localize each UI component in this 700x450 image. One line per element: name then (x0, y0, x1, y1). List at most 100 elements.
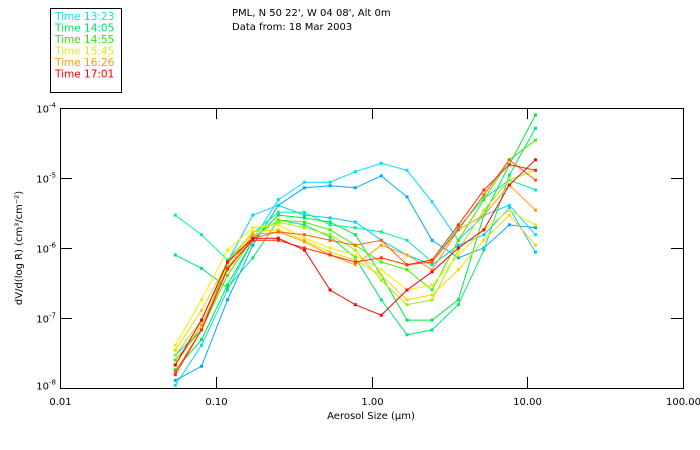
data-point (173, 343, 177, 347)
data-point (456, 228, 460, 232)
series-14 (173, 158, 537, 367)
data-point (482, 248, 486, 252)
data-point (200, 318, 203, 322)
data-point (405, 253, 409, 257)
data-point (430, 270, 434, 274)
data-point (328, 253, 332, 257)
data-point (276, 220, 280, 224)
data-point (430, 260, 434, 264)
data-point (226, 263, 229, 267)
data-point (456, 243, 460, 247)
data-point (430, 200, 434, 204)
data-point (226, 260, 229, 264)
data-point (456, 298, 460, 302)
data-point (173, 358, 177, 362)
data-point (534, 138, 537, 142)
x-tick-label: 100.00 (666, 397, 700, 408)
chart-subtitle: Data from: 18 Mar 2003 (232, 22, 352, 33)
x-tick-label: 10.00 (513, 397, 542, 408)
data-point (251, 230, 255, 234)
data-point (379, 174, 383, 178)
data-point (456, 303, 460, 307)
data-point (507, 223, 511, 227)
data-point (353, 220, 357, 224)
y-tick-base: 10 (36, 175, 49, 186)
legend-box (50, 8, 122, 93)
data-point (328, 233, 332, 237)
data-point (302, 210, 306, 214)
data-point (276, 210, 280, 214)
data-point (353, 263, 357, 267)
data-point (226, 258, 229, 262)
x-tick-label: 1.00 (361, 397, 383, 408)
data-point (405, 168, 409, 172)
data-point (251, 256, 255, 260)
y-tick-label: 10-4 (36, 102, 56, 116)
data-point (405, 268, 409, 272)
data-point (173, 378, 177, 382)
data-point (173, 383, 177, 387)
data-point (226, 298, 229, 302)
data-point (173, 213, 177, 217)
data-point (302, 180, 306, 184)
data-point (328, 223, 332, 227)
data-point (482, 208, 486, 212)
data-point (302, 216, 306, 220)
data-point (534, 223, 537, 227)
data-point (405, 263, 409, 267)
data-point (276, 203, 280, 207)
y-axis-label: dV/d(log R) (cm³/cm⁻²) (14, 191, 25, 305)
data-point (302, 233, 306, 237)
data-point (302, 223, 306, 227)
data-point (534, 226, 537, 230)
series-2 (173, 174, 537, 382)
data-point (276, 218, 280, 222)
data-point (430, 298, 434, 302)
data-point (276, 213, 280, 217)
data-point (430, 263, 434, 267)
data-point (405, 288, 409, 292)
data-point (173, 363, 177, 367)
y-tick-base: 10 (36, 315, 49, 326)
data-point (379, 313, 383, 317)
data-point (226, 283, 229, 287)
data-point (456, 268, 460, 272)
data-point (456, 253, 460, 257)
data-point (328, 216, 332, 220)
data-point (328, 288, 332, 292)
y-tick-label: 10-7 (36, 312, 56, 326)
data-point (328, 228, 332, 232)
data-point (353, 303, 357, 307)
data-point (200, 338, 203, 342)
data-point (173, 253, 177, 257)
data-point (507, 213, 511, 217)
data-point (276, 223, 280, 227)
data-point (200, 308, 203, 312)
y-tick-exponent: -6 (49, 242, 57, 250)
y-tick-base: 10 (36, 382, 49, 393)
data-point (482, 233, 486, 237)
data-point (430, 318, 434, 322)
data-point (430, 328, 434, 332)
data-point (534, 168, 537, 172)
data-point (353, 260, 357, 264)
data-point (534, 208, 537, 212)
legend-entry: Time 16:26 (54, 57, 115, 69)
data-point (430, 268, 434, 272)
data-point (507, 173, 511, 177)
data-point (482, 198, 486, 202)
data-point (226, 273, 229, 277)
data-point (328, 220, 332, 224)
data-point (379, 278, 383, 282)
data-point (328, 246, 332, 250)
data-point (226, 288, 229, 292)
data-point (482, 193, 486, 197)
data-point (173, 353, 177, 357)
data-point (251, 213, 255, 217)
data-point (276, 236, 280, 240)
data-point (200, 266, 203, 270)
data-point (200, 323, 203, 327)
axes: 0.01 0.10 1.00 10.00 100.0010-410-510-610-71… (36, 102, 700, 409)
data-point (379, 298, 383, 302)
